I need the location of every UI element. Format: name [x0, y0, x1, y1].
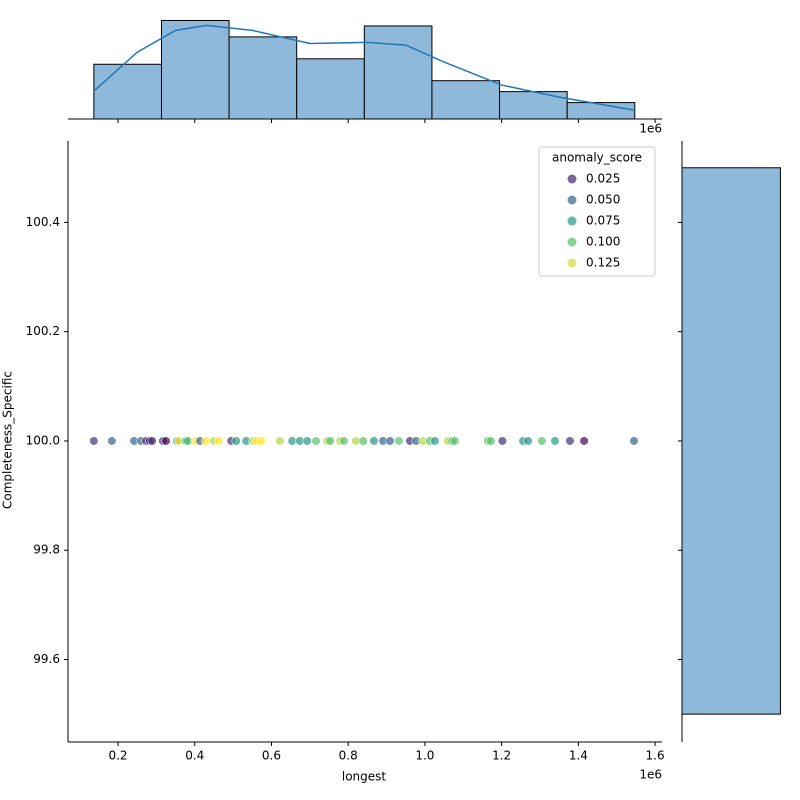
- scatter-point: [302, 436, 312, 446]
- scatter-point: [358, 436, 368, 446]
- scatter-point: [579, 436, 589, 446]
- legend-label: 0.025: [586, 172, 620, 186]
- x-tick-label: 1.2: [492, 749, 511, 763]
- scatter-point: [450, 436, 460, 446]
- scatter-point: [497, 436, 508, 446]
- legend-label: 0.100: [586, 235, 620, 249]
- scatter-point: [147, 436, 157, 446]
- scatter-point: [231, 436, 241, 446]
- x-axis-label: longest: [342, 770, 387, 784]
- x-tick-label: 0.6: [262, 749, 281, 763]
- y-tick-label: 99.8: [33, 543, 60, 557]
- scatter-point: [369, 436, 379, 446]
- scatter-point: [394, 436, 404, 446]
- hist-bar: [681, 167, 781, 715]
- y-tick-label: 100.4: [26, 215, 60, 229]
- scatter-point: [183, 436, 193, 446]
- scatter-point: [201, 436, 211, 446]
- y-tick-label: 100.2: [26, 324, 60, 338]
- x-tick-label: 1.6: [646, 749, 665, 763]
- scatter-point: [565, 436, 575, 446]
- y-tick-label: 100.0: [26, 433, 60, 447]
- x-offset-label: 1e6: [639, 768, 662, 782]
- x-tick-label: 1.0: [415, 749, 434, 763]
- hist-bar: [296, 58, 365, 120]
- legend-label: 0.050: [586, 193, 620, 207]
- legend-marker: [567, 258, 577, 268]
- scatter-point: [537, 436, 547, 446]
- legend-label: 0.125: [586, 256, 620, 270]
- legend-label: 0.075: [586, 214, 620, 228]
- scatter-point: [486, 436, 496, 446]
- scatter-point: [339, 436, 349, 446]
- scatter-point: [325, 436, 335, 446]
- hist-bar: [93, 63, 162, 120]
- kde-line: [93, 24, 635, 111]
- legend-marker: [567, 174, 577, 184]
- scatter-point: [214, 436, 224, 446]
- y-tick-label: 99.6: [33, 652, 60, 666]
- scatter-point: [89, 436, 99, 446]
- x-tick-label: 0.8: [339, 749, 358, 763]
- x-offset-label: 1e6: [639, 122, 662, 136]
- scatter-point: [287, 436, 297, 446]
- legend-marker: [567, 195, 577, 205]
- scatter-point: [550, 436, 560, 446]
- scatter-point: [385, 436, 395, 446]
- x-tick-label: 0.2: [108, 749, 127, 763]
- scatter-point: [311, 436, 321, 446]
- scatter-point: [629, 436, 639, 446]
- scatter-point: [523, 436, 533, 446]
- hist-bar: [160, 19, 230, 120]
- hist-bar: [499, 91, 568, 120]
- scatter-point: [256, 436, 266, 446]
- scatter-point: [430, 436, 440, 446]
- scatter-point: [275, 436, 285, 446]
- scatter-point: [107, 436, 117, 446]
- scatter-point: [161, 436, 171, 446]
- legend-marker: [567, 237, 577, 247]
- hist-bar: [228, 36, 298, 120]
- x-tick-label: 0.4: [185, 749, 204, 763]
- legend-marker: [567, 216, 577, 226]
- hist-bar: [363, 25, 433, 120]
- x-tick-label: 1.4: [569, 749, 588, 763]
- y-axis-label: Completeness_Specific: [1, 371, 15, 509]
- legend-title: anomaly_score: [552, 151, 642, 165]
- hist-bar: [431, 80, 501, 120]
